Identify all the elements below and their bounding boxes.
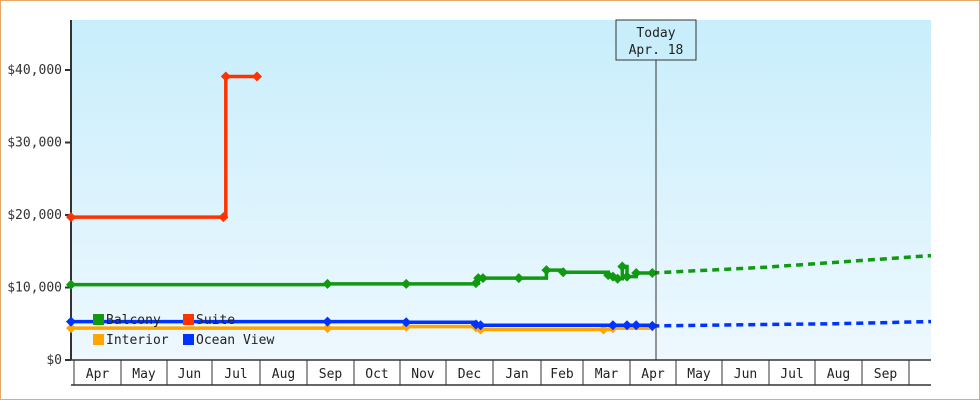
data-point[interactable] (631, 320, 642, 331)
y-tick-label: $0 (46, 353, 62, 368)
data-point[interactable] (322, 316, 333, 327)
y-axis: $0 $10,000 $20,000 $30,000 $40,000 (7, 20, 72, 368)
today-label-box (615, 19, 697, 61)
x-tick-label: Feb (550, 367, 574, 382)
data-point[interactable] (477, 273, 488, 284)
data-point[interactable] (598, 324, 609, 335)
data-point[interactable] (66, 316, 76, 327)
data-point[interactable] (617, 261, 628, 272)
legend-swatch (183, 314, 194, 325)
data-point[interactable] (622, 320, 632, 331)
plot-area (71, 20, 931, 360)
today-marker: Today Apr. 18 (615, 19, 697, 360)
x-tick-label: Oct (365, 367, 388, 382)
data-point[interactable] (66, 212, 76, 223)
data-point[interactable] (322, 278, 333, 289)
data-point[interactable] (541, 265, 552, 276)
x-axis: Apr May Jun Jul Aug Sep Oct Nov Dec Jan Feb Mar Apr M… (71, 359, 931, 386)
legend-swatch (183, 334, 194, 345)
x-tick-label: Nov (411, 367, 435, 382)
legend: Balcony Suite Interior Ocean View (93, 313, 274, 348)
data-point[interactable] (66, 279, 76, 290)
legend-swatch (93, 314, 104, 325)
x-tick-label: May (687, 367, 711, 382)
data-point[interactable] (612, 273, 623, 284)
data-point[interactable] (401, 278, 412, 289)
data-point[interactable] (401, 317, 412, 328)
x-tick-label: Jul (780, 367, 803, 382)
x-tick-label: Apr (641, 367, 665, 382)
data-point[interactable] (322, 323, 333, 334)
data-point[interactable] (622, 271, 632, 282)
x-tick-label: Mar (595, 367, 619, 382)
forecast-line (652, 319, 932, 328)
x-tick-label: Jan (505, 367, 528, 382)
data-point[interactable] (252, 71, 262, 82)
legend-label: Interior (106, 333, 169, 348)
series-balcony (66, 253, 932, 290)
data-point[interactable] (218, 212, 229, 223)
data-point[interactable] (66, 323, 76, 334)
data-point[interactable] (475, 320, 486, 331)
y-tick-label: $30,000 (7, 136, 62, 151)
data-point[interactable] (631, 268, 642, 278)
x-tick-label: Jun (734, 367, 757, 382)
y-tick-label: $20,000 (7, 208, 62, 223)
x-tick-label: Sep (319, 367, 343, 382)
series-ocean-view (66, 316, 932, 331)
x-tick-label: May (132, 367, 156, 382)
x-tick-label: Jun (178, 367, 201, 382)
legend-item-ocean-view[interactable]: Ocean View (183, 333, 274, 348)
data-point[interactable] (558, 267, 569, 278)
y-tick-label: $40,000 (7, 63, 62, 78)
legend-label: Balcony (106, 313, 161, 328)
legend-item-suite[interactable]: Suite (183, 313, 235, 328)
x-tick-label: Apr (86, 367, 110, 382)
legend-swatch (93, 334, 104, 345)
series-lines (66, 71, 932, 335)
data-point[interactable] (513, 273, 524, 284)
today-label: Today (636, 26, 675, 41)
series-suite (66, 71, 262, 223)
today-date: Apr. 18 (629, 43, 684, 58)
x-tick-label: Jul (224, 367, 247, 382)
x-tick-label: Dec (458, 367, 481, 382)
forecast-line (652, 253, 932, 275)
legend-label: Suite (196, 313, 235, 328)
legend-item-balcony[interactable]: Balcony (93, 313, 161, 328)
data-point[interactable] (220, 71, 231, 82)
y-tick-label: $10,000 (7, 281, 62, 296)
legend-label: Ocean View (196, 333, 274, 348)
legend-item-interior[interactable]: Interior (93, 333, 169, 348)
x-tick-label: Sep (874, 367, 898, 382)
data-point[interactable] (607, 320, 618, 331)
x-tick-label: Aug (827, 367, 850, 382)
x-tick-label: Aug (272, 367, 295, 382)
